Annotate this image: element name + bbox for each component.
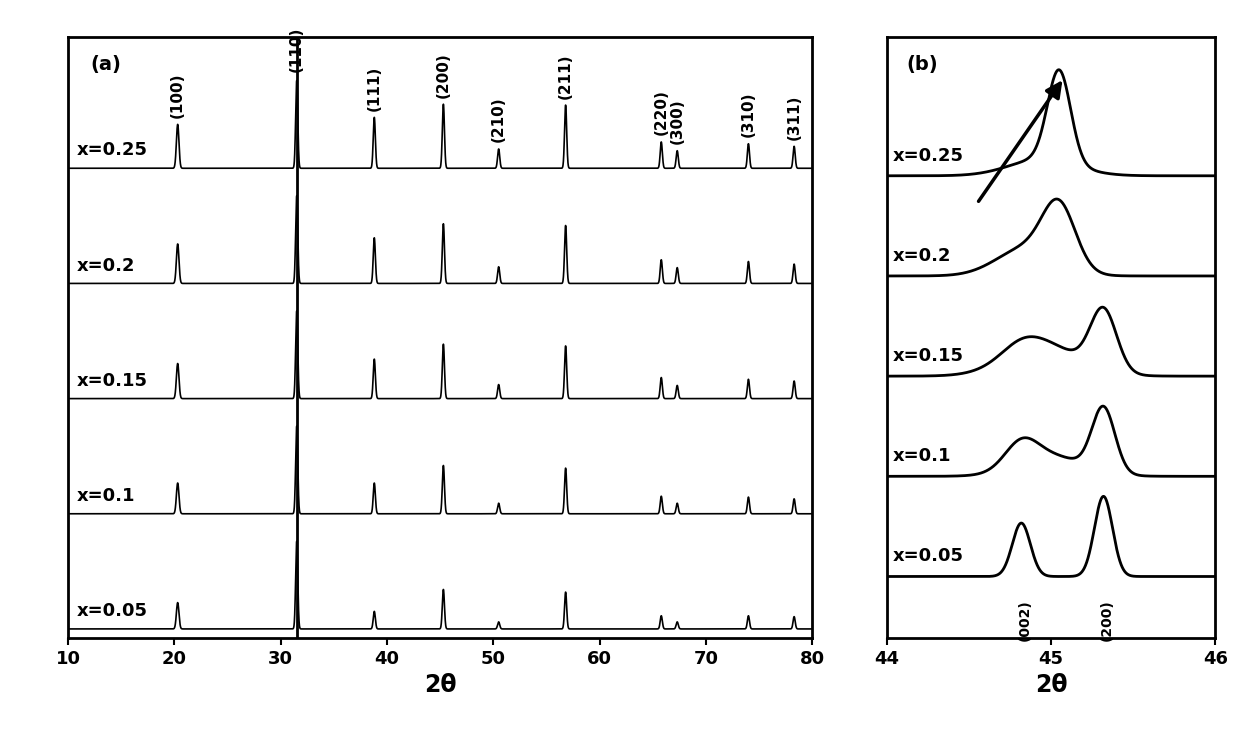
Text: x=0.1: x=0.1	[893, 447, 951, 465]
X-axis label: 2θ: 2θ	[1034, 673, 1068, 697]
Text: x=0.2: x=0.2	[77, 257, 135, 275]
Text: (100): (100)	[170, 73, 185, 118]
Text: (300): (300)	[670, 98, 684, 144]
Text: x=0.25: x=0.25	[893, 147, 965, 165]
Text: x=0.15: x=0.15	[893, 347, 965, 365]
Text: (210): (210)	[491, 97, 506, 142]
Text: (200): (200)	[436, 52, 451, 97]
Text: x=0.25: x=0.25	[77, 141, 148, 160]
Text: (200): (200)	[1100, 599, 1114, 641]
Text: (110): (110)	[289, 26, 304, 72]
Text: (b): (b)	[906, 55, 937, 74]
Text: (211): (211)	[558, 53, 573, 98]
X-axis label: 2θ: 2θ	[424, 673, 456, 697]
Text: x=0.15: x=0.15	[77, 372, 148, 390]
Text: (002): (002)	[1018, 599, 1032, 641]
Text: (a): (a)	[91, 55, 122, 74]
Text: (111): (111)	[367, 65, 382, 111]
Text: (220): (220)	[653, 89, 668, 136]
Text: x=0.2: x=0.2	[893, 247, 951, 265]
Text: x=0.1: x=0.1	[77, 487, 135, 505]
Text: x=0.05: x=0.05	[893, 548, 965, 565]
Text: x=0.05: x=0.05	[77, 603, 148, 620]
Text: (310): (310)	[742, 92, 756, 137]
Text: (311): (311)	[786, 95, 801, 140]
